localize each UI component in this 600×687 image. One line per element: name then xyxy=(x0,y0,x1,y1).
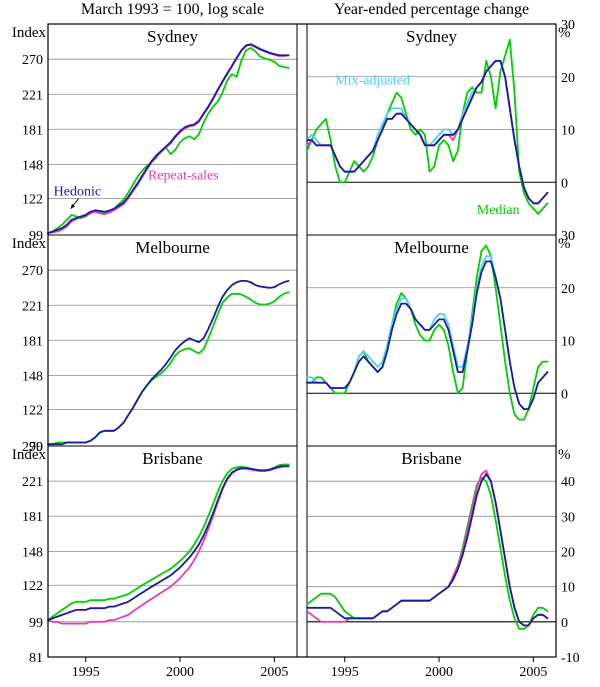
svg-text:Sydney: Sydney xyxy=(147,27,199,46)
svg-text:0: 0 xyxy=(561,387,568,402)
svg-text:0: 0 xyxy=(561,616,568,631)
svg-text:122: 122 xyxy=(22,192,43,207)
svg-text:30: 30 xyxy=(561,510,575,525)
svg-text:Mix-adjusted: Mix-adjusted xyxy=(335,74,410,89)
svg-text:Year-ended percentage change: Year-ended percentage change xyxy=(334,1,529,18)
svg-text:30: 30 xyxy=(561,18,575,33)
svg-text:181: 181 xyxy=(22,334,43,349)
svg-text:Repeat-sales: Repeat-sales xyxy=(148,168,219,183)
house-price-charts: March 1993 = 100, log scale Year-ended pe… xyxy=(0,0,600,687)
svg-text:March 1993 = 100, log scale: March 1993 = 100, log scale xyxy=(81,1,264,18)
svg-text:270: 270 xyxy=(22,264,43,279)
svg-text:148: 148 xyxy=(22,370,43,385)
svg-text:Index: Index xyxy=(12,25,47,41)
chart-svg: March 1993 = 100, log scale Year-ended pe… xyxy=(0,0,600,687)
svg-text:2005: 2005 xyxy=(260,665,288,680)
svg-text:0: 0 xyxy=(561,176,568,191)
svg-text:Brisbane: Brisbane xyxy=(142,449,202,468)
svg-text:20: 20 xyxy=(561,282,575,297)
svg-text:181: 181 xyxy=(22,123,43,138)
svg-text:20: 20 xyxy=(561,71,575,86)
svg-text:Hedonic: Hedonic xyxy=(54,185,101,200)
svg-text:Brisbane: Brisbane xyxy=(401,449,461,468)
svg-text:270: 270 xyxy=(22,53,43,68)
svg-text:122: 122 xyxy=(22,579,43,594)
svg-text:122: 122 xyxy=(22,403,43,418)
svg-text:270: 270 xyxy=(22,440,43,455)
svg-text:20: 20 xyxy=(561,546,575,561)
svg-text:2005: 2005 xyxy=(519,665,547,680)
svg-text:Melbourne: Melbourne xyxy=(394,238,469,257)
svg-text:181: 181 xyxy=(22,510,43,525)
svg-text:2000: 2000 xyxy=(166,665,194,680)
svg-text:148: 148 xyxy=(22,159,43,174)
svg-text:40: 40 xyxy=(561,475,575,490)
svg-text:1995: 1995 xyxy=(72,665,100,680)
svg-text:148: 148 xyxy=(22,545,43,560)
svg-text:2000: 2000 xyxy=(425,665,453,680)
svg-text:Melbourne: Melbourne xyxy=(135,238,210,257)
svg-text:99: 99 xyxy=(29,229,43,244)
svg-text:%: % xyxy=(558,447,571,463)
svg-text:81: 81 xyxy=(29,651,43,666)
svg-text:10: 10 xyxy=(561,124,575,139)
svg-text:10: 10 xyxy=(561,581,575,596)
svg-text:Sydney: Sydney xyxy=(406,27,458,46)
svg-text:1995: 1995 xyxy=(331,665,359,680)
svg-text:10: 10 xyxy=(561,335,575,350)
svg-text:221: 221 xyxy=(22,88,43,103)
svg-text:30: 30 xyxy=(561,229,575,244)
svg-text:-10: -10 xyxy=(561,651,580,666)
svg-text:99: 99 xyxy=(29,616,43,631)
svg-text:Median: Median xyxy=(477,203,520,218)
svg-text:221: 221 xyxy=(22,299,43,314)
svg-text:221: 221 xyxy=(22,475,43,490)
